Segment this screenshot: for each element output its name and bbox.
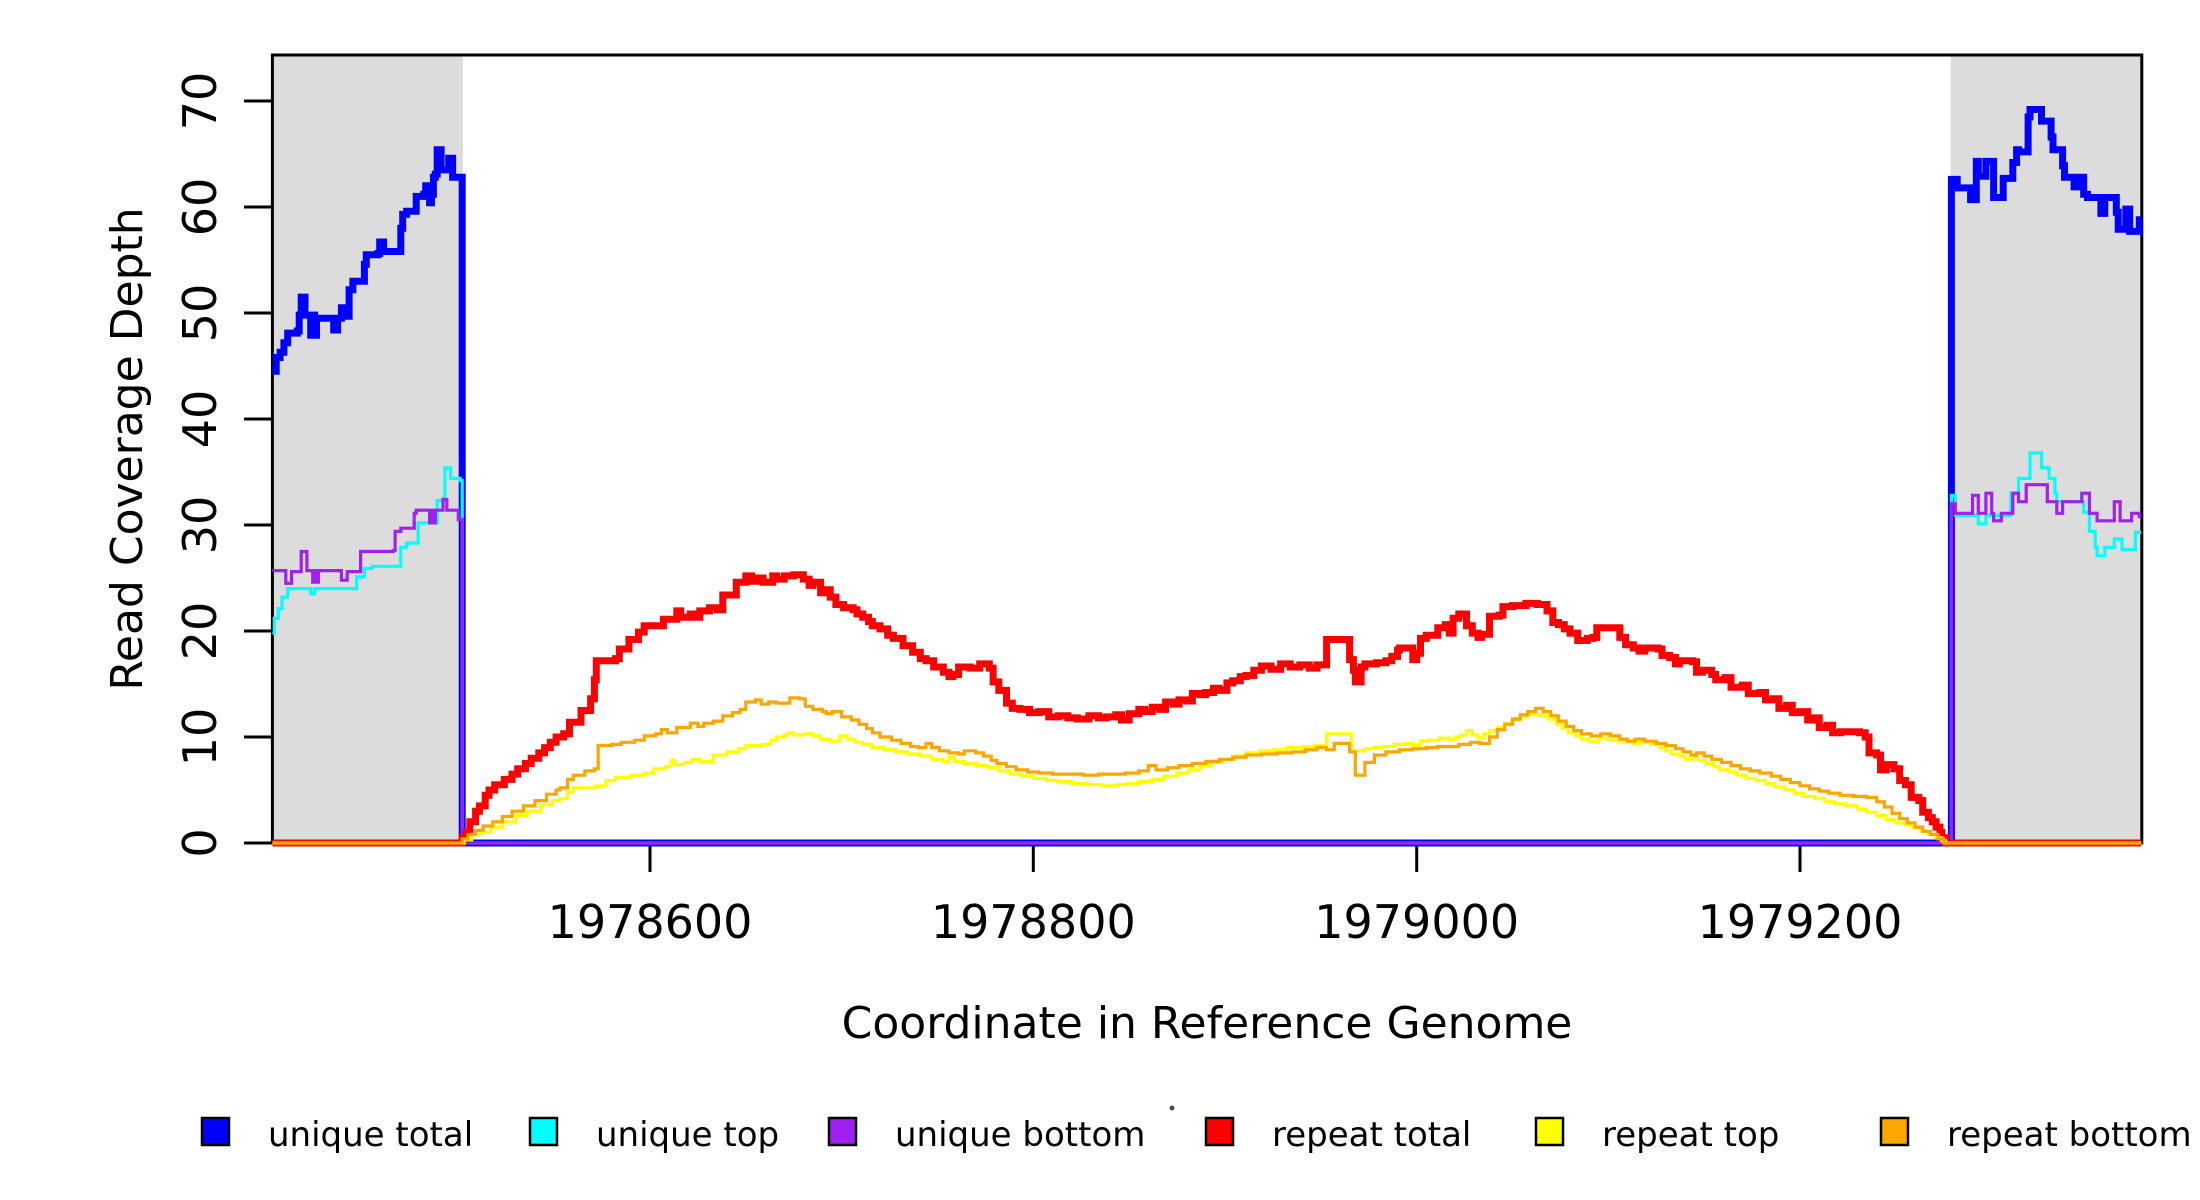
y-tick-label: 20 — [173, 602, 227, 661]
x-tick-label: 1979200 — [1698, 895, 1903, 949]
legend-swatch-repeat-bottom — [1879, 1116, 1910, 1147]
series-repeat-top — [272, 713, 2142, 845]
plot-box — [270, 53, 2144, 845]
x-tick-label: 1978800 — [931, 895, 1136, 949]
y-tick-label: 10 — [173, 708, 227, 767]
y-tick-label: 50 — [173, 284, 227, 343]
series-unique-total — [272, 106, 2143, 847]
legend-label: unique total — [268, 1115, 473, 1155]
legend-item-repeat-top: repeat top — [1534, 1115, 1779, 1155]
y-tick-label: 30 — [173, 496, 227, 555]
legend-swatch-repeat-top — [1534, 1116, 1565, 1147]
legend-label: repeat total — [1272, 1115, 1471, 1155]
legend-item-unique-total: unique total — [200, 1115, 473, 1155]
legend-swatch-repeat-total — [1204, 1116, 1235, 1147]
series-unique-bottom — [272, 483, 2142, 845]
x-axis-title: Coordinate in Reference Genome — [842, 998, 1573, 1049]
legend-item-unique-top: unique top — [528, 1115, 779, 1155]
legend-label: repeat top — [1602, 1115, 1779, 1155]
legend-item-repeat-total: repeat total — [1204, 1115, 1471, 1155]
y-tick-label: 70 — [173, 72, 227, 131]
series-repeat-total — [272, 571, 2142, 847]
legend-label: repeat bottom — [1947, 1115, 2192, 1155]
series-repeat-bottom — [272, 696, 2142, 845]
legend-swatch-unique-total — [200, 1116, 231, 1147]
y-tick-label: 40 — [173, 390, 227, 449]
x-tick-label: 1979000 — [1314, 895, 1519, 949]
stray-dot — [1169, 1105, 1175, 1111]
y-axis-title: Read Coverage Depth — [102, 207, 153, 690]
legend-item-unique-bottom: unique bottom — [827, 1115, 1145, 1155]
series-unique-top — [272, 451, 2142, 845]
y-tick-label: 0 — [173, 828, 227, 857]
legend-item-repeat-bottom: repeat bottom — [1879, 1115, 2192, 1155]
x-tick-label: 1978600 — [548, 895, 753, 949]
legend-swatch-unique-bottom — [827, 1116, 858, 1147]
y-tick-label: 60 — [173, 178, 227, 237]
legend-swatch-unique-top — [528, 1116, 559, 1147]
legend-label: unique bottom — [895, 1115, 1145, 1155]
right-unique-region-band — [1950, 55, 2142, 843]
legend-label: unique top — [596, 1115, 779, 1155]
